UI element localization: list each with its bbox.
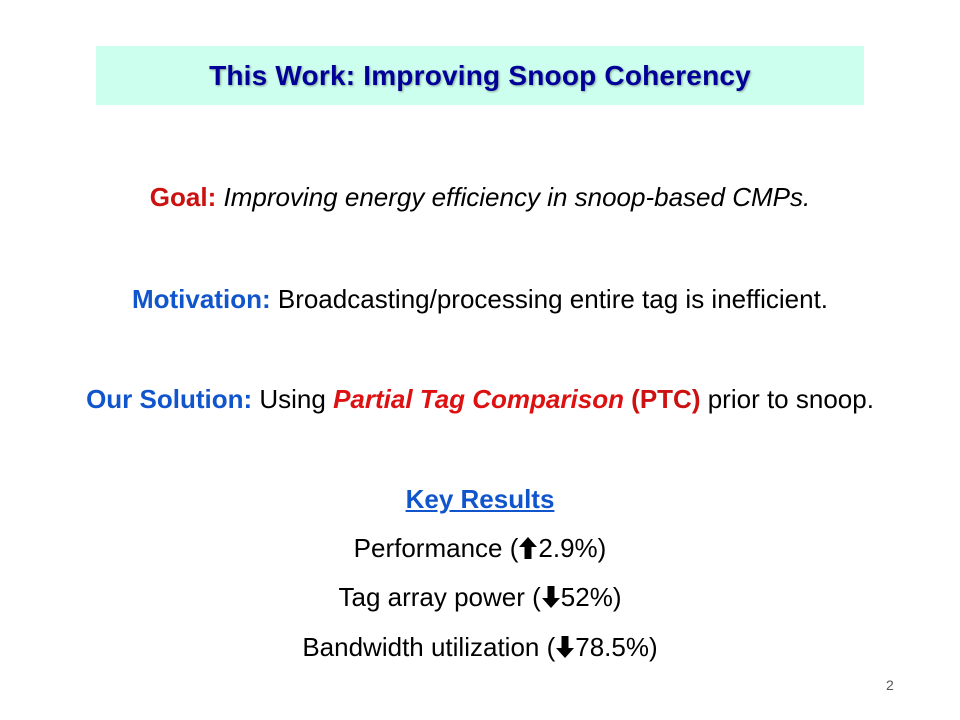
result-suffix: ) (597, 533, 607, 563)
result-suffix: ) (648, 632, 658, 662)
result-prefix: Performance ( (353, 533, 519, 563)
goal-line: Goal: Improving energy efficiency in sno… (0, 182, 960, 213)
motivation-line: Motivation: Broadcasting/processing enti… (0, 284, 960, 315)
arrow-down-icon (541, 586, 560, 608)
title-banner: This Work: Improving Snoop Coherency (96, 46, 864, 105)
solution-text-before: Using (252, 384, 334, 414)
solution-label: Our Solution: (86, 384, 253, 414)
result-prefix: Bandwidth utilization ( (302, 632, 556, 662)
solution-highlight: Partial Tag Comparison (333, 384, 624, 414)
solution-line: Our Solution: Using Partial Tag Comparis… (0, 384, 960, 415)
motivation-text: Broadcasting/processing entire tag is in… (270, 284, 829, 314)
goal-text: Improving energy efficiency in snoop-bas… (216, 182, 811, 212)
slide-title: This Work: Improving Snoop Coherency (209, 59, 751, 91)
arrow-up-icon (519, 537, 538, 559)
result-item-bandwidth-utilization: Bandwidth utilization ( 78.5%) (0, 632, 960, 663)
motivation-label: Motivation: (131, 284, 271, 314)
key-results-heading: Key Results (405, 484, 555, 514)
result-suffix: ) (612, 582, 622, 612)
page-number: 2 (886, 677, 894, 693)
result-value: 78.5% (575, 632, 649, 662)
result-value: 52% (560, 582, 613, 612)
arrow-down-icon (556, 636, 575, 658)
result-item-tag-array-power: Tag array power ( 52%) (0, 582, 960, 613)
result-prefix: Tag array power ( (338, 582, 541, 612)
goal-label: Goal: (149, 182, 217, 212)
solution-abbr: (PTC) (623, 384, 701, 414)
result-value: 2.9% (538, 533, 598, 563)
solution-text-after: prior to snoop. (700, 384, 874, 414)
result-item-performance: Performance ( 2.9%) (0, 533, 960, 564)
